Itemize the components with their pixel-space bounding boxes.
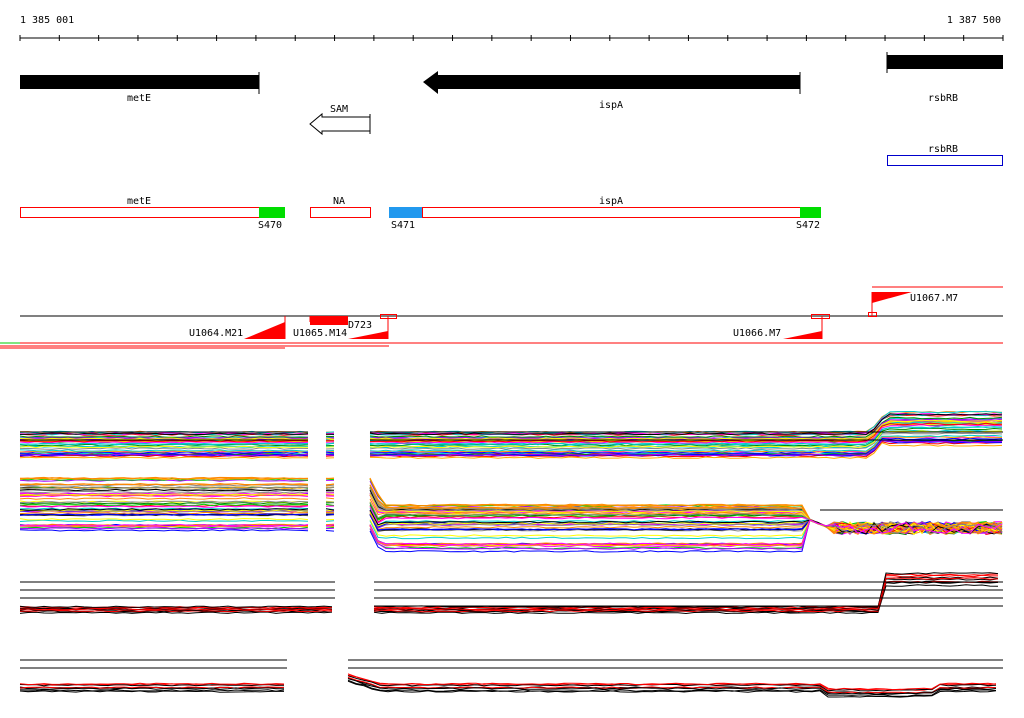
expression-profile [20,457,308,458]
expression-profile [326,445,334,446]
rsbRB-box-label: rsbRB [928,144,958,155]
expression-profile [20,436,308,437]
segment-label-NA: NA [333,196,345,207]
expression-profile [20,498,308,500]
riboswitch-SAM[interactable] [310,114,370,134]
segment-tag-S471: S471 [391,220,415,231]
expression-profile [326,498,334,499]
gene-label-ispA: ispA [599,100,623,111]
transcript-track: U1064.M21 U1065.M14 D723 U1066.M7 U1067.… [0,287,1003,348]
expression-profile [326,531,334,532]
expression-tracks [20,411,1003,697]
transcript-label-U1067.M7: U1067.M7 [910,293,958,304]
segment-S472[interactable] [800,207,821,218]
expression-profile [20,501,308,503]
segment-NA[interactable] [311,208,371,218]
expression-profile [20,448,308,449]
expression-profile [20,612,332,613]
gene-rsbRB[interactable] [887,55,1003,69]
terminator-U1065[interactable] [348,331,388,339]
terminator-U1064[interactable] [244,322,285,339]
expression-profile [374,575,998,609]
expression-profile [20,504,308,505]
segment-track: metE NA ispA S470 S471 S472 [21,196,822,231]
transcript-block-D723[interactable] [310,316,348,325]
expression-profile [326,442,334,443]
segment-label-ispA: ispA [599,196,623,207]
transcript-label-U1066.M7: U1066.M7 [733,328,781,339]
segment-tag-S472: S472 [796,220,820,231]
ruler-end-label: 1 387 500 [947,15,1001,26]
segment-label-metE: metE [127,196,151,207]
terminator-U1067[interactable] [872,292,912,303]
rsbRB-box[interactable] [888,156,1003,166]
transcript-label-U1065.M14: U1065.M14 [293,328,347,339]
segment-metE[interactable] [21,208,260,218]
gene-label-metE: metE [127,93,151,104]
segment-S471[interactable] [389,207,422,218]
terminator-U1066[interactable] [783,331,822,339]
ruler-start-label: 1 385 001 [20,15,74,26]
gene-track: metE ispA rsbRB SAM rsbRB [20,52,1003,166]
expression-profile [20,519,308,520]
segment-ispA[interactable] [423,208,801,218]
expression-profile [326,504,334,505]
segment-S470[interactable] [259,207,285,218]
gene-label-rsbRB: rsbRB [928,93,958,104]
expression-profile [20,491,308,492]
segment-tag-S470: S470 [258,220,282,231]
gene-ispA[interactable] [423,71,800,94]
expression-profile [326,450,334,451]
expression-profile [326,521,334,522]
transcript-label-D723: D723 [348,320,372,331]
expression-profile [20,443,308,444]
expression-profile [326,478,334,479]
expression-profile [326,432,334,433]
gene-metE[interactable] [20,75,259,89]
expression-profile [20,530,308,531]
expression-profile [326,452,334,453]
expression-profile [20,520,308,521]
riboswitch-label: SAM [330,104,348,115]
transcript-label-U1064.M21: U1064.M21 [189,328,243,339]
ruler: 1 385 001 1 387 500 [20,15,1003,41]
